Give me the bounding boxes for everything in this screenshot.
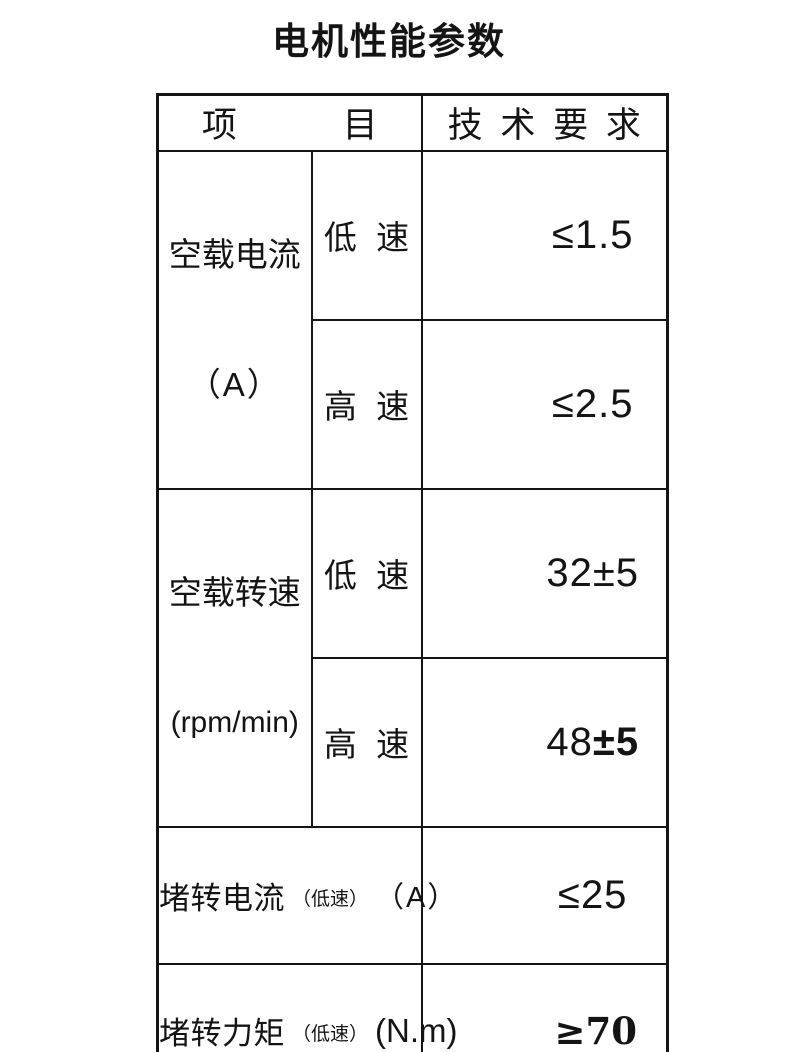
row-no-load-current-low: 空载电流 （A） 低 速 ≤1.5 [158,151,668,320]
group-cell-no-load-speed: 空载转速 (rpm/min) [158,489,312,827]
item-unit: （A） [375,874,458,916]
value-cell: ≤25 [422,827,668,964]
value-cell: 32±5 [422,489,668,658]
item-unit: (N.m) [375,1012,457,1050]
value-text: 48 [546,720,593,764]
header-row: 项 目 技 术 要 求 [158,95,668,151]
group-unit: （A） [159,358,311,412]
item-cell-stall-current: 堵转电流 （低速） （A） [158,827,422,964]
group-cell-no-load-current: 空载电流 （A） [158,151,312,489]
spec-table: 项 目 技 术 要 求 空载电流 （A） 低 速 ≤1.5 高 速 ≤2.5 空… [156,93,669,1052]
group-unit: (rpm/min) [159,696,311,750]
speed-cell-high: 高 速 [312,658,422,827]
speed-cell-low: 低 速 [312,151,422,320]
value-text-bold: ±5 [593,720,639,764]
value-text: ≤25 [558,873,627,917]
column-header-requirement: 技 术 要 求 [422,95,668,151]
value-cell: ≤2.5 [422,320,668,489]
item-cell-stall-torque: 堵转力矩 （低速） (N.m) [158,964,422,1052]
value-text: ≤2.5 [552,382,634,426]
item-label-group: 堵转力矩 （低速） (N.m) [159,1008,421,1052]
item-qualifier: （低速） [292,1019,368,1046]
value-text: ≥70 [555,1009,638,1052]
column-header-item: 项 目 [158,95,422,151]
item-qualifier: （低速） [292,884,368,911]
value-cell: ≥70 [422,964,668,1052]
value-cell: 48±5 [422,658,668,827]
item-label-group: 堵转电流 （低速） （A） [159,873,421,918]
row-stall-torque: 堵转力矩 （低速） (N.m) ≥70 [158,964,668,1052]
row-no-load-speed-low: 空载转速 (rpm/min) 低 速 32±5 [158,489,668,658]
item-name: 堵转力矩 [159,1008,285,1052]
value-cell: ≤1.5 [422,151,668,320]
row-stall-current: 堵转电流 （低速） （A） ≤25 [158,827,668,964]
value-text: ≤1.5 [552,213,634,257]
item-name: 堵转电流 [159,873,285,918]
speed-cell-low: 低 速 [312,489,422,658]
value-text: 32±5 [546,551,639,595]
page-title: 电机性能参数 [156,18,622,66]
group-name: 空载电流 [159,228,311,282]
speed-cell-high: 高 速 [312,320,422,489]
group-name: 空载转速 [159,566,311,620]
